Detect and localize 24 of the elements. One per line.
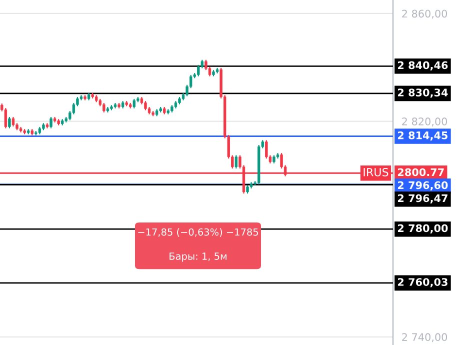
candlestick <box>12 116 15 127</box>
candlestick <box>8 116 11 129</box>
candlestick <box>144 100 147 111</box>
annotation: Бары: 1, 5м <box>170 252 226 262</box>
candlestick <box>102 102 106 113</box>
candlestick <box>132 98 136 109</box>
annotation: −17,85 (−0,63%) −1785 <box>138 228 258 237</box>
ref-line-label: 2 814,45 <box>398 131 448 141</box>
y-tick-label: 2 820,00 <box>402 118 448 126</box>
candlestick <box>265 140 268 160</box>
ref-line-label: 2 830,34 <box>398 88 448 98</box>
candlestick <box>50 116 52 129</box>
candlestick <box>197 64 200 77</box>
ref-line-label: 2 780,00 <box>398 224 448 234</box>
y-tick-label: 2 860,00 <box>402 10 448 19</box>
ref-line-label: 2800.77 <box>398 168 444 176</box>
ref-line-label: 2 840,46 <box>398 61 448 70</box>
y-tick-label: 2 740,00 <box>402 333 448 342</box>
candlestick <box>234 154 238 170</box>
ref-line-label: 2 760,03 <box>398 278 448 288</box>
ref-line-label: 2 796,60 <box>398 181 448 190</box>
annotation: IRUS <box>364 168 388 176</box>
candlestick <box>4 108 8 129</box>
ref-line-label: 2 796,47 <box>398 194 448 204</box>
